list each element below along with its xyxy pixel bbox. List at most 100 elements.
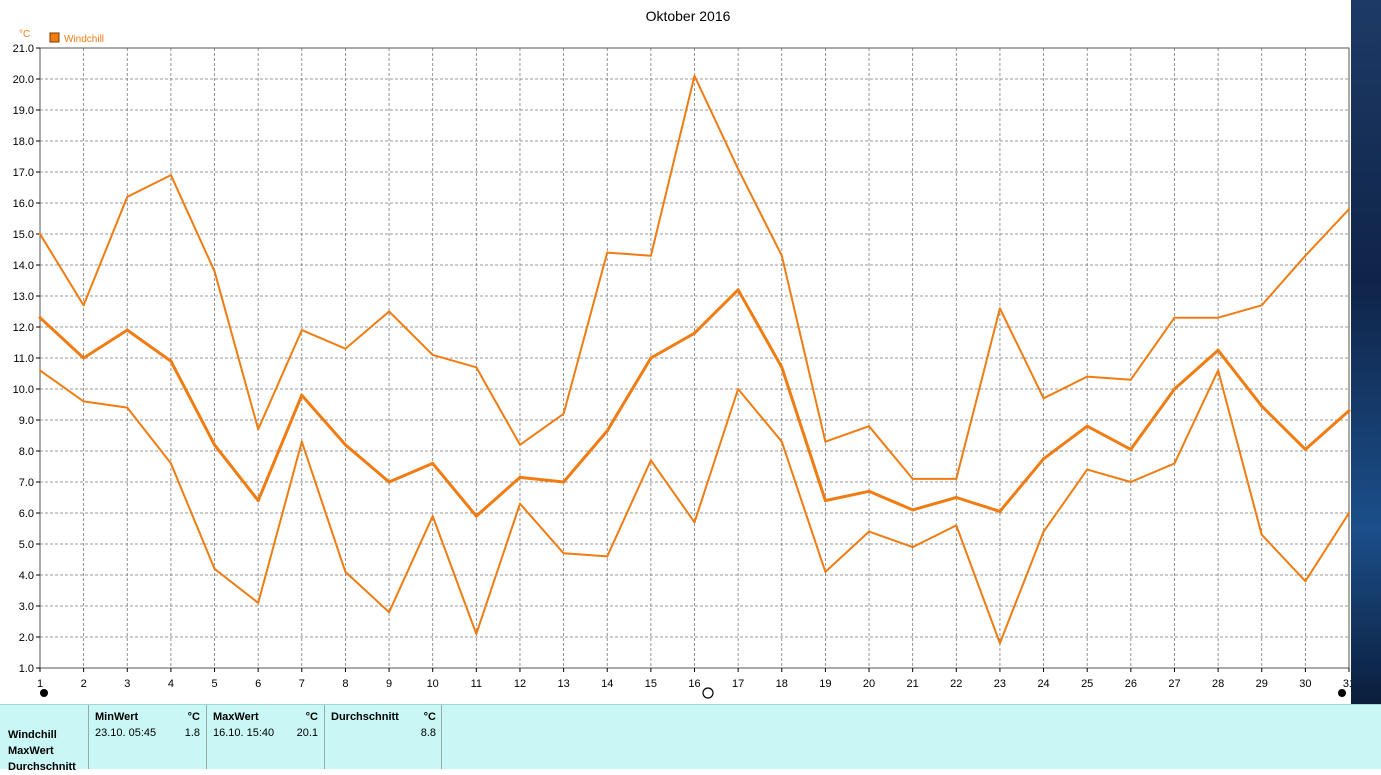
data-point [1129,481,1132,483]
row-label-windchill: Windchill [8,729,57,741]
legend-label: Windchill [64,34,104,45]
data-point [1303,447,1307,451]
data-point [606,555,609,558]
data-point [169,359,173,363]
series-line [39,369,1350,645]
data-point [343,443,347,447]
x-tick-label: 11 [471,678,482,690]
series-lines [38,74,1351,645]
x-tick-label: 2 [81,678,87,690]
data-point [562,480,566,484]
data-point [431,461,435,465]
data-point [388,310,391,313]
data-point [1304,254,1307,257]
data-point [38,316,42,320]
data-point [82,304,85,307]
data-point [300,440,303,443]
x-tick-label: 24 [1037,678,1049,690]
data-point [257,428,260,431]
data-point [780,440,783,443]
x-tick-label: 14 [601,678,613,690]
x-tick-label: 1 [37,678,43,690]
data-point [868,425,871,428]
x-tick-label: 10 [427,678,439,690]
stat-header: Durchschnitt [331,711,399,723]
grid [40,48,1349,668]
x-tick-label: 17 [732,678,744,690]
data-point [824,570,827,573]
data-point [824,440,827,443]
data-point [1086,468,1089,471]
data-point [998,307,1001,310]
x-tick-label: 26 [1125,678,1137,690]
stat-col-minwert: MinWert °C 23.10. 05:45 1.8 [88,705,206,769]
x-tick-label: 31 [1343,678,1351,690]
data-point [1042,530,1045,533]
today-marker-icon [702,687,714,699]
stat-value: 20.1 [296,727,318,739]
data-point [780,254,783,257]
chart: Oktober 2016 °C Windchill 1.0 2.0 3.0 4.0 5.… [13,8,1351,699]
data-point [955,477,958,480]
y-tick-label: 17.0 [13,167,34,179]
data-point [998,509,1002,513]
data-point [998,642,1001,645]
data-point [823,499,827,503]
start-marker-icon [40,689,48,697]
data-point [1260,304,1263,307]
data-point [1042,397,1045,400]
data-point [911,508,915,512]
data-point [300,329,303,332]
data-point [126,406,129,409]
stat-unit: °C [423,711,436,723]
data-point [693,521,696,524]
x-tick-label: 5 [211,678,217,690]
data-point [213,270,216,273]
data-point [1216,348,1220,352]
data-point [1347,409,1351,413]
x-tick-label: 13 [557,678,569,690]
data-point [562,552,565,555]
x-tick-label: 19 [819,678,831,690]
stat-header: MinWert [95,711,139,723]
data-point [431,353,434,356]
y-tick-label: 10.0 [13,384,34,396]
data-point [300,393,304,397]
y-tick-label: 13.0 [13,291,34,303]
data-point [1217,316,1220,319]
data-point [518,475,522,479]
x-axis: 1 2 3 4 5 6 7 8 9 10 11 12 13 14 15 16 17 18 19 20 21 22 23 24 2… [37,668,1351,690]
x-tick-label: 18 [776,678,788,690]
end-marker-icon [1338,689,1346,697]
x-tick-label: 23 [994,678,1006,690]
stat-time: 16.10. 15:40 [213,727,275,739]
legend-swatch [49,32,60,43]
y-tick-label: 8.0 [19,446,34,458]
window-edge [1351,0,1381,704]
x-tick-label: 20 [863,678,875,690]
stat-col-durchschnitt: Durchschnitt °C 8.8 [324,705,442,769]
y-tick-label: 1.0 [19,663,34,675]
x-tick-label: 15 [645,678,657,690]
data-point [169,462,172,465]
x-tick-label: 4 [168,678,174,690]
stat-header: MaxWert [213,711,259,723]
data-point [213,567,216,570]
data-point [126,195,129,198]
stat-col-maxwert: MaxWert °C 16.10. 15:40 20.1 [206,705,324,769]
y-tick-label: 12.0 [13,322,34,334]
data-point [649,459,652,462]
data-point [1260,533,1263,536]
data-point [911,477,914,480]
x-tick-label: 27 [1168,678,1180,690]
data-point [1348,512,1350,514]
x-tick-label: 3 [124,678,130,690]
data-point [911,546,914,549]
y-tick-label: 3.0 [19,601,34,613]
data-point [1085,424,1089,428]
y-tick-label: 6.0 [19,508,34,520]
data-point [693,74,696,77]
data-point [649,356,653,360]
data-point [736,288,740,292]
y-tick-label: 9.0 [19,415,34,427]
